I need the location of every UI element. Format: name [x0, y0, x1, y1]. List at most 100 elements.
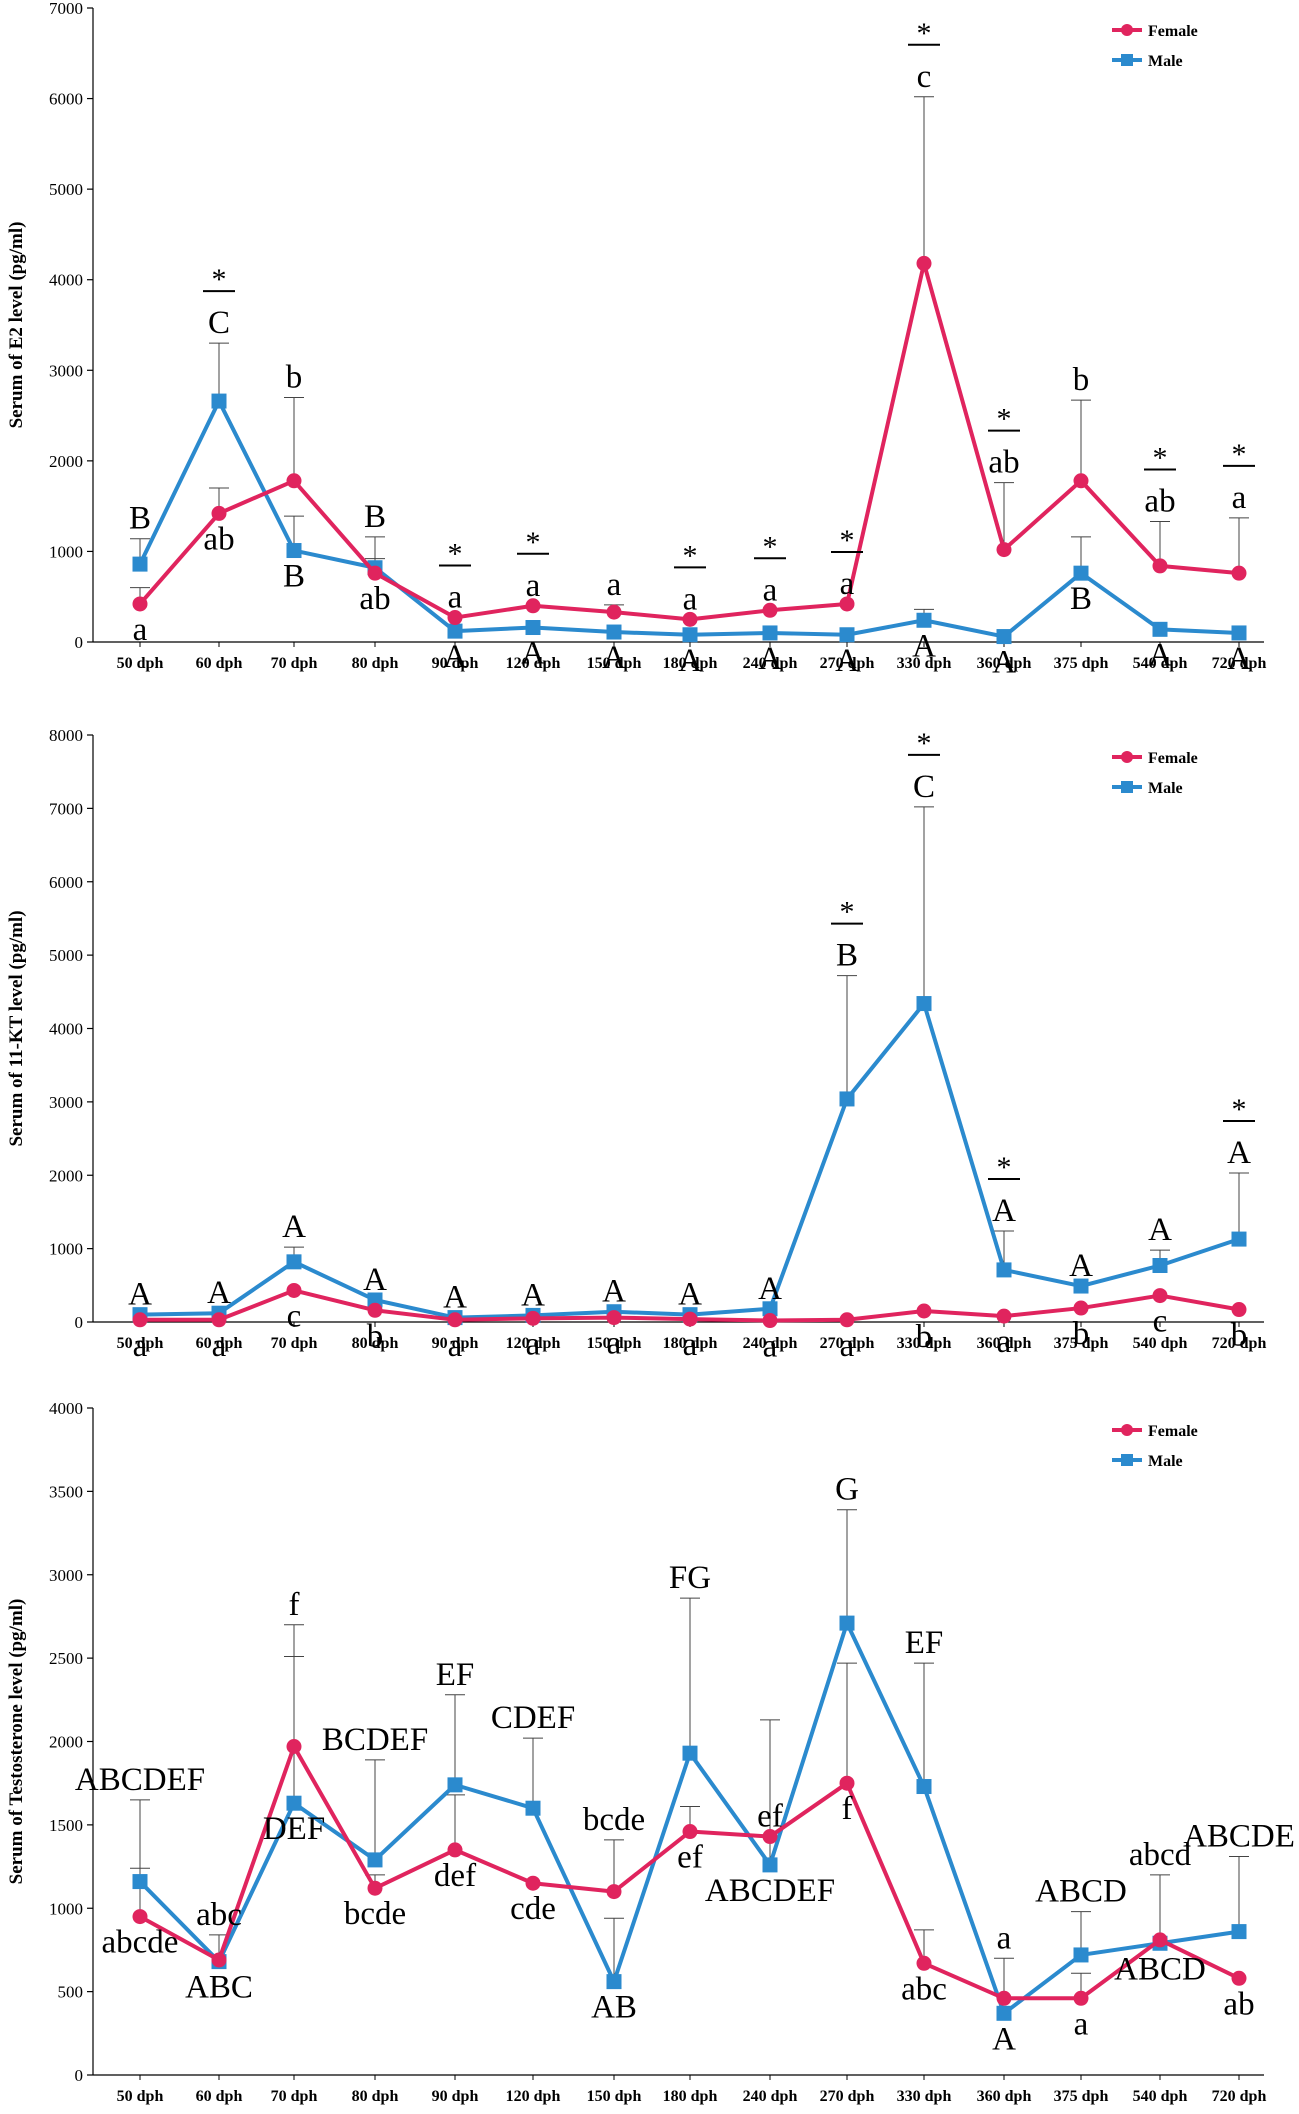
p2-x-tick-label: 270 dph	[820, 1335, 875, 1352]
p3-y-tick-label: 4000	[49, 1399, 83, 1418]
p1-legend-female-label: Female	[1148, 23, 1198, 40]
p1-x-tick-label: 360 dph	[977, 655, 1032, 672]
p3-male-point	[762, 1857, 778, 1873]
p2-female-sig-letter: a	[763, 1329, 778, 1365]
p2-significance-star: *	[840, 896, 855, 929]
p1-male-sig-letter: B	[1070, 581, 1092, 617]
p2-female-sig-letter: a	[607, 1326, 622, 1362]
p2-x-tick-label: 720 dph	[1212, 1335, 1267, 1352]
p2-y-tick-label: 3000	[49, 1093, 83, 1112]
p2-y-tick-label: 8000	[49, 726, 83, 745]
p2-male-point	[916, 996, 932, 1012]
p1-male-sig-letter: A	[1148, 637, 1172, 673]
p1-x-tick-label: 60 dph	[196, 655, 243, 672]
p3-male-point	[132, 1874, 148, 1890]
p3-y-tick-label: 0	[75, 2066, 84, 2085]
p1-significance-star: *	[212, 263, 227, 296]
p1-male-sig-letter: A	[602, 640, 626, 676]
p1-y-axis-title: Serum of E2 level (pg/ml)	[6, 222, 27, 429]
p3-male-point	[367, 1852, 383, 1868]
p3-female-point	[211, 1952, 227, 1968]
p3-male-point	[606, 1974, 622, 1990]
p2-female-point	[132, 1312, 148, 1328]
p1-significance-star: *	[1232, 438, 1247, 471]
p1-legend-male-label: Male	[1148, 53, 1183, 70]
p1-female-sig-letter: a	[526, 568, 541, 604]
p1-significance-star: *	[683, 539, 698, 572]
p3-male-point	[839, 1615, 855, 1631]
p2-female-point	[762, 1313, 778, 1329]
p1-y-tick-label: 4000	[49, 271, 83, 290]
p2-male-point	[286, 1254, 302, 1270]
p1-female-point	[682, 611, 698, 627]
p1-male-sig-letter: C	[208, 305, 230, 341]
p1-male-sig-letter: B	[364, 499, 386, 535]
p1-male-point	[1231, 625, 1247, 641]
p2-y-tick-label: 0	[75, 1313, 84, 1332]
p1-male-sig-letter: B	[283, 559, 305, 595]
p2-female-sig-letter: a	[133, 1328, 148, 1364]
p3-x-tick-label: 60 dph	[196, 2088, 243, 2105]
p2-female-point	[916, 1303, 932, 1319]
p1-male-point	[211, 393, 227, 409]
p2-female-point	[1152, 1288, 1168, 1304]
p1-male-point	[839, 627, 855, 643]
p1-significance-star: *	[763, 530, 778, 563]
p3-female-point	[682, 1824, 698, 1840]
p2-x-tick-label: 540 dph	[1133, 1335, 1188, 1352]
p2-significance-star: *	[997, 1151, 1012, 1184]
p2-y-tick-label: 1000	[49, 1240, 83, 1259]
p2-female-sig-letter: b	[916, 1319, 933, 1355]
p2-male-sig-letter: B	[836, 938, 858, 974]
p1-male-sig-letter: A	[758, 641, 782, 677]
p2-female-point	[211, 1312, 227, 1328]
p3-x-tick-label: 90 dph	[432, 2088, 479, 2105]
p1-male-point	[447, 623, 463, 639]
p3-y-tick-label: 2500	[49, 1649, 83, 1668]
p2-male-point	[1073, 1278, 1089, 1294]
p3-male-point	[286, 1795, 302, 1811]
p2-x-tick-label: 150 dph	[587, 1335, 642, 1352]
p1-significance-star: *	[1153, 442, 1168, 475]
p1-female-sig-letter: b	[1073, 362, 1090, 398]
p1-female-point	[367, 565, 383, 581]
p2-male-sig-letter: A	[363, 1262, 387, 1298]
p1-female-point	[839, 596, 855, 612]
p3-y-tick-label: 1000	[49, 1899, 83, 1918]
p3-male-sig-letter: FG	[669, 1560, 711, 1596]
p2-legend-female-marker	[1121, 751, 1133, 763]
p3-female-sig-letter: abcde	[102, 1925, 179, 1961]
p1-female-sig-letter: ab	[988, 445, 1019, 481]
p1-female-point	[447, 610, 463, 626]
p3-female-point	[996, 1990, 1012, 2006]
p1-female-point	[1231, 565, 1247, 581]
p3-female-sig-letter: def	[434, 1858, 476, 1894]
p3-x-tick-label: 720 dph	[1212, 2088, 1267, 2105]
p2-male-sig-letter: A	[282, 1209, 306, 1245]
p1-y-tick-label: 0	[75, 633, 84, 652]
p2-x-tick-label: 360 dph	[977, 1335, 1032, 1352]
p3-female-sig-letter: a	[1074, 2006, 1089, 2042]
p1-male-point	[286, 543, 302, 559]
p3-male-point	[996, 2005, 1012, 2021]
p2-male-point	[1152, 1258, 1168, 1274]
p3-female-sig-letter: abcd	[1129, 1837, 1192, 1873]
p1-female-point	[996, 542, 1012, 558]
p2-y-tick-label: 5000	[49, 946, 83, 965]
p3-x-tick-label: 180 dph	[663, 2088, 718, 2105]
p3-y-tick-label: 2000	[49, 1733, 83, 1752]
p3-x-tick-label: 80 dph	[352, 2088, 399, 2105]
p3-female-point	[839, 1775, 855, 1791]
p1-male-point	[682, 627, 698, 643]
p2-male-sig-letter: C	[913, 769, 935, 805]
p2-female-point	[1073, 1300, 1089, 1316]
p1-significance-star: *	[448, 538, 463, 571]
p3-female-point	[367, 1880, 383, 1896]
p1-female-sig-letter: ab	[1144, 484, 1175, 520]
p1-significance-star: *	[840, 524, 855, 557]
p2-female-sig-letter: c	[287, 1298, 302, 1334]
p3-female-sig-letter: abc	[901, 1971, 947, 2007]
p2-y-tick-label: 7000	[49, 799, 83, 818]
p2-male-point	[996, 1262, 1012, 1278]
